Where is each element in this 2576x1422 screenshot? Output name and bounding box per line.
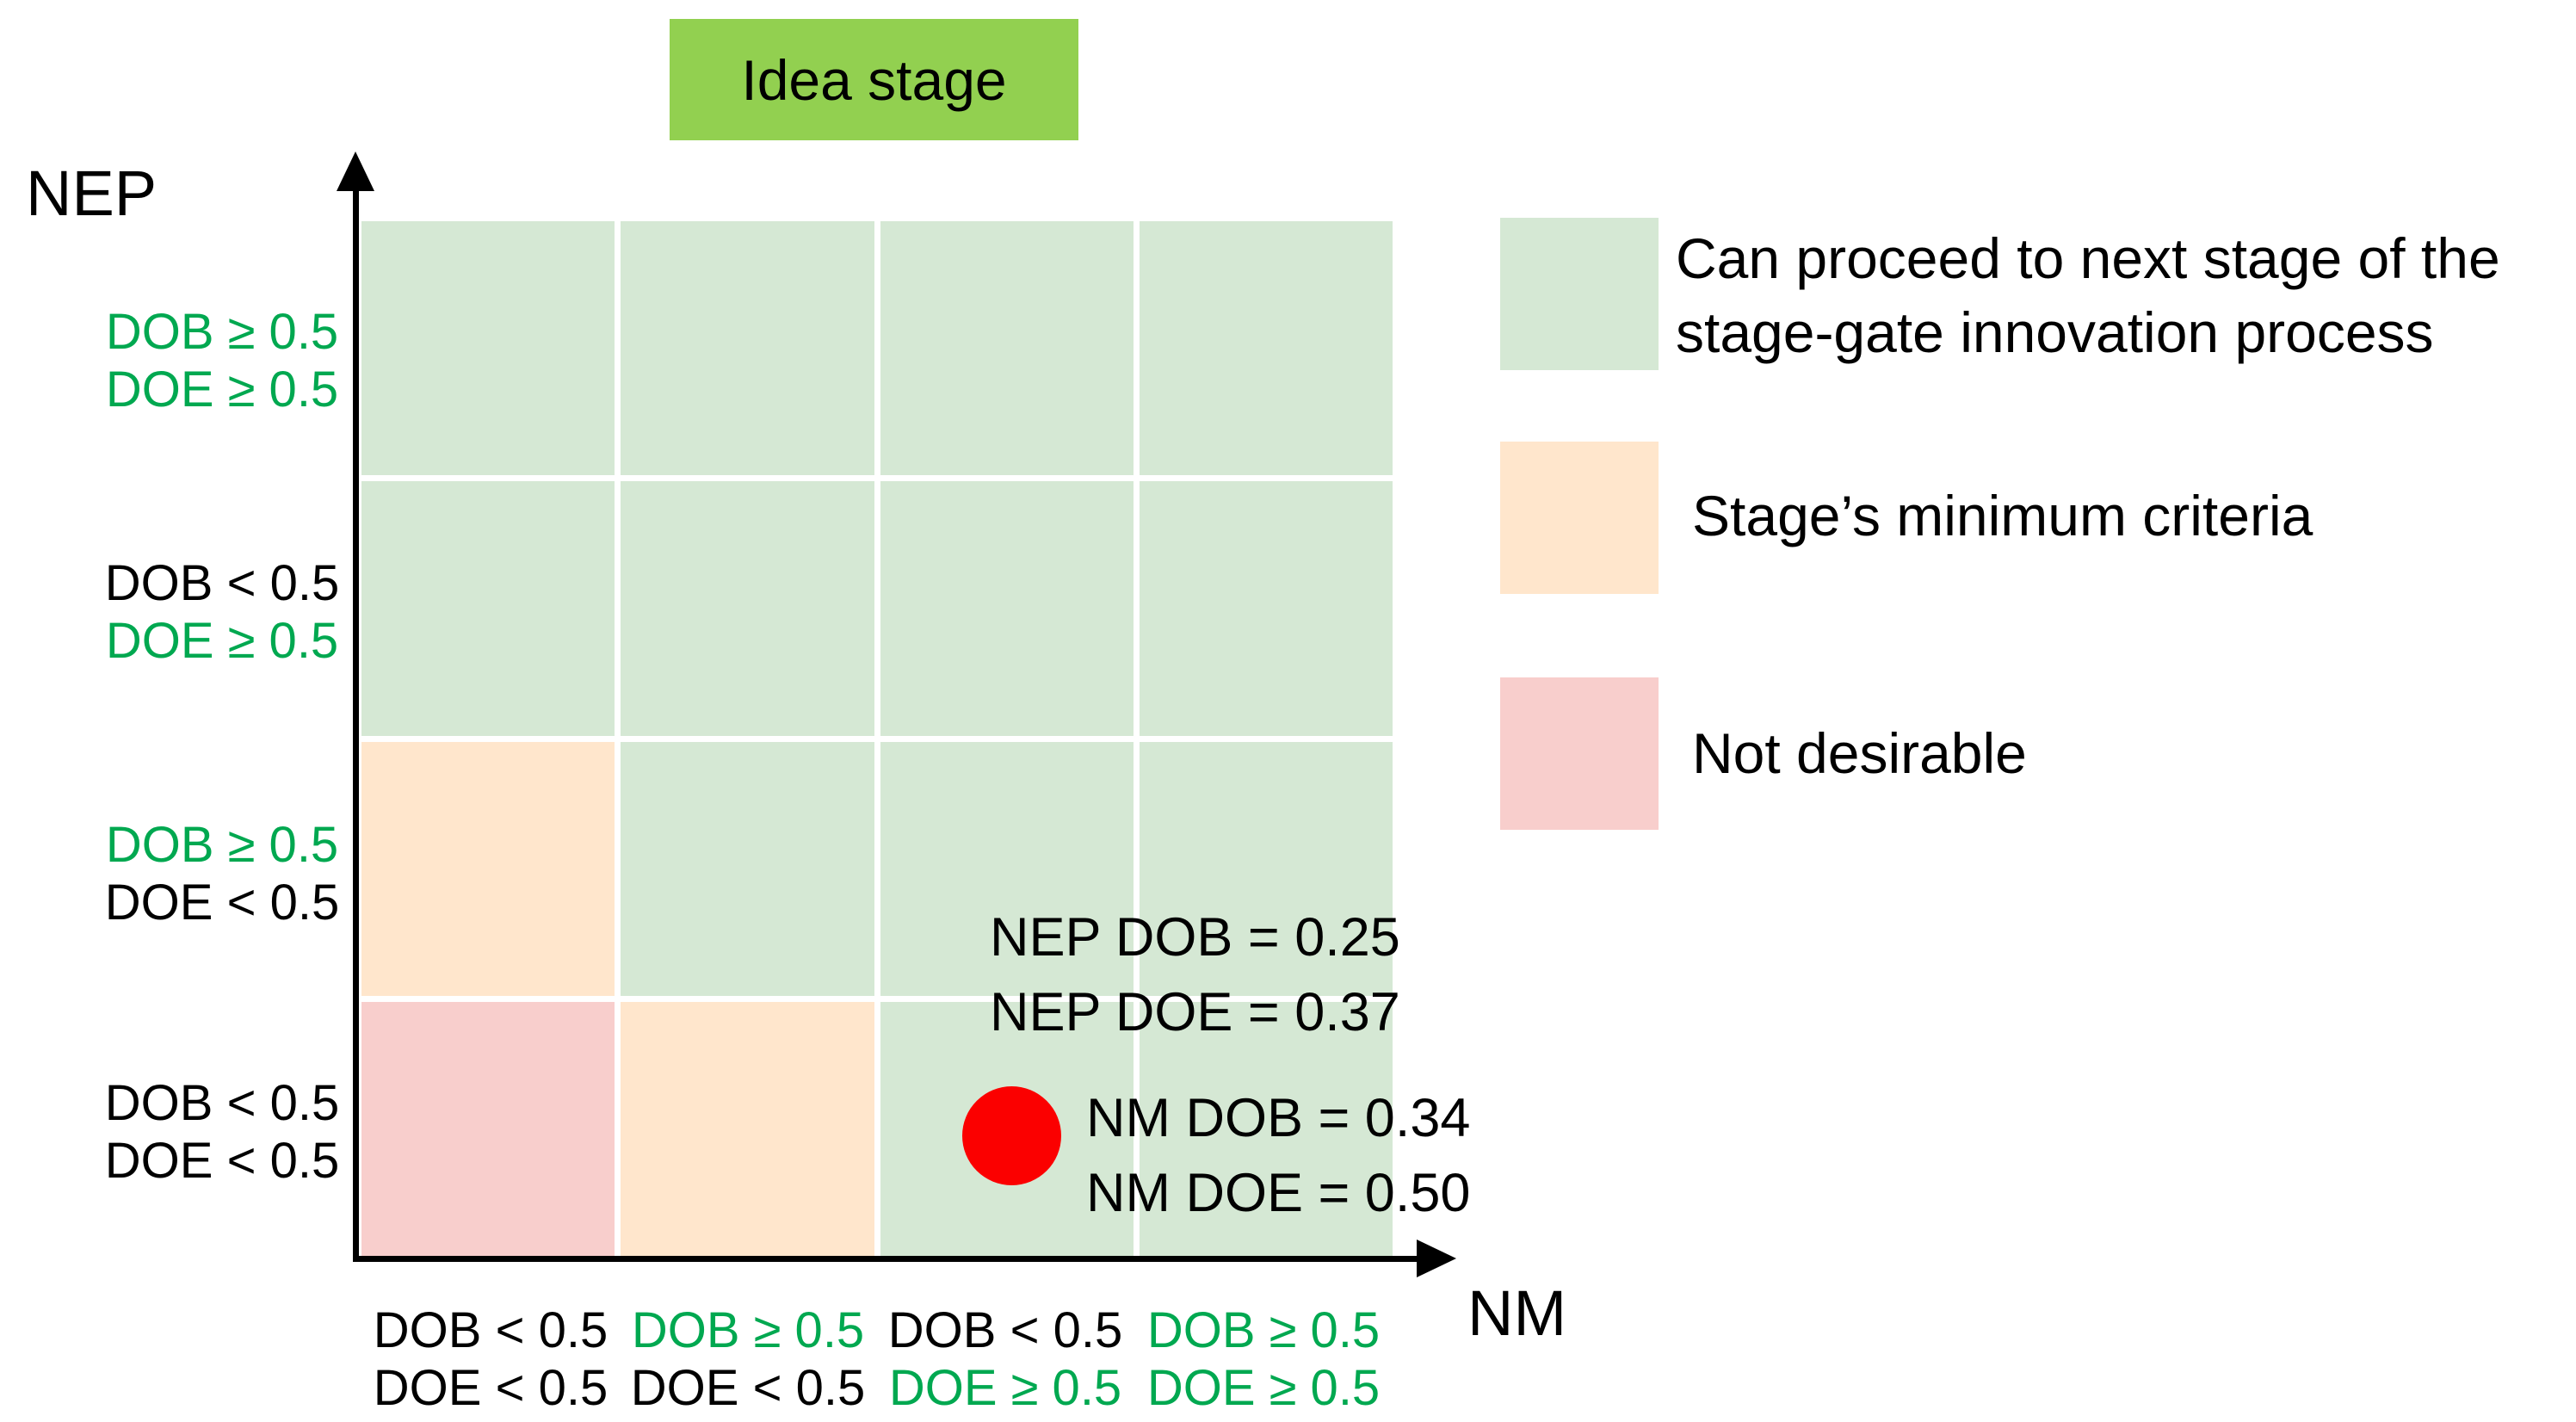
legend-label-1: Stage’s minimum criteria xyxy=(1692,479,2313,553)
condition-line: DOE < 0.5 xyxy=(104,1133,340,1190)
condition-line: DOE ≥ 0.5 xyxy=(105,613,339,670)
condition-line: DOE < 0.5 xyxy=(104,875,340,931)
grid-cell-r1-c3-green xyxy=(1139,481,1393,736)
legend-swatch-orange xyxy=(1500,442,1659,594)
grid-cell-r2-c0-orange xyxy=(361,741,615,996)
condition-line: DOB < 0.5 xyxy=(373,1302,608,1358)
y-axis-arrow-icon xyxy=(337,151,374,191)
y-axis-line xyxy=(353,176,359,1262)
condition-line: DOB ≥ 0.5 xyxy=(105,304,339,360)
condition-line: DOB < 0.5 xyxy=(104,1075,340,1131)
x-axis-label-3: DOB ≥ 0.5 DOE ≥ 0.5 xyxy=(1134,1301,1393,1418)
grid-cell-r3-c1-orange xyxy=(621,1001,874,1256)
grid-cell-r0-c0-green xyxy=(361,221,615,476)
nep-doe-value: NEP DOE = 0.37 xyxy=(990,981,1400,1042)
legend-label-2: Not desirable xyxy=(1692,717,2027,791)
grid-cell-r0-c3-green xyxy=(1139,221,1393,476)
nep-score-annotation: NEP DOB = 0.25 NEP DOE = 0.37 xyxy=(990,900,1400,1050)
condition-line: DOB ≥ 0.5 xyxy=(105,817,339,873)
grid-cell-r0-c2-green xyxy=(880,221,1134,476)
legend-label-line: Stage’s minimum criteria xyxy=(1692,484,2313,547)
legend-label-0: Can proceed to next stage of the stage-ga… xyxy=(1676,222,2500,370)
condition-line: DOB < 0.5 xyxy=(104,555,340,611)
stage-title-label: Idea stage xyxy=(741,47,1007,112)
x-axis-caption: NM xyxy=(1467,1277,1567,1349)
grid-cell-r2-c3-green xyxy=(1139,741,1393,996)
data-point xyxy=(962,1086,1061,1185)
grid-cell-r1-c0-green xyxy=(361,481,615,736)
x-axis-line xyxy=(353,1256,1418,1262)
y-axis-label-2: DOB ≥ 0.5 DOE < 0.5 xyxy=(93,816,351,932)
condition-line: DOE < 0.5 xyxy=(373,1360,608,1417)
legend-label-line: stage-gate innovation process xyxy=(1676,300,2434,364)
y-axis-label-0: DOB ≥ 0.5 DOE ≥ 0.5 xyxy=(93,303,351,419)
grid-cell-r3-c3-green xyxy=(1139,1001,1393,1256)
x-axis-label-1: DOB ≥ 0.5 DOE < 0.5 xyxy=(619,1301,877,1418)
x-axis-arrow-icon xyxy=(1417,1240,1456,1277)
nm-dob-value: NM DOB = 0.34 xyxy=(1086,1088,1471,1148)
legend-label-line: Can proceed to next stage of the xyxy=(1676,226,2500,290)
condition-line: DOE ≥ 0.5 xyxy=(105,362,339,418)
condition-line: DOB ≥ 0.5 xyxy=(1146,1302,1381,1358)
nep-dob-value: NEP DOB = 0.25 xyxy=(990,907,1400,968)
condition-line: DOE < 0.5 xyxy=(630,1360,866,1417)
grid-cell-r1-c2-green xyxy=(880,481,1134,736)
matrix-grid xyxy=(361,221,1393,1256)
condition-line: DOE ≥ 0.5 xyxy=(1146,1360,1381,1417)
y-axis-label-3: DOB < 0.5 DOE < 0.5 xyxy=(93,1074,351,1190)
nm-doe-value: NM DOE = 0.50 xyxy=(1086,1162,1471,1223)
condition-line: DOB ≥ 0.5 xyxy=(631,1302,865,1358)
stage-title: Idea stage xyxy=(670,19,1078,140)
legend-swatch-pink xyxy=(1500,677,1659,830)
nm-score-annotation: NM DOB = 0.34 NM DOE = 0.50 xyxy=(1086,1081,1470,1231)
condition-line: DOB < 0.5 xyxy=(887,1302,1123,1358)
x-axis-label-0: DOB < 0.5 DOE < 0.5 xyxy=(361,1301,620,1418)
grid-cell-r0-c1-green xyxy=(621,221,874,476)
grid-cell-r3-c0-pink xyxy=(361,1001,615,1256)
grid-cell-r2-c1-green xyxy=(621,741,874,996)
legend-label-line: Not desirable xyxy=(1692,721,2027,785)
condition-line: DOE ≥ 0.5 xyxy=(888,1360,1122,1417)
grid-cell-r1-c1-green xyxy=(621,481,874,736)
y-axis-label-1: DOB < 0.5 DOE ≥ 0.5 xyxy=(93,554,351,671)
x-axis-label-2: DOB < 0.5 DOE ≥ 0.5 xyxy=(876,1301,1134,1418)
legend-swatch-green xyxy=(1500,218,1659,370)
y-axis-caption: NEP xyxy=(26,158,158,229)
grid-cell-r2-c2-green xyxy=(880,741,1134,996)
